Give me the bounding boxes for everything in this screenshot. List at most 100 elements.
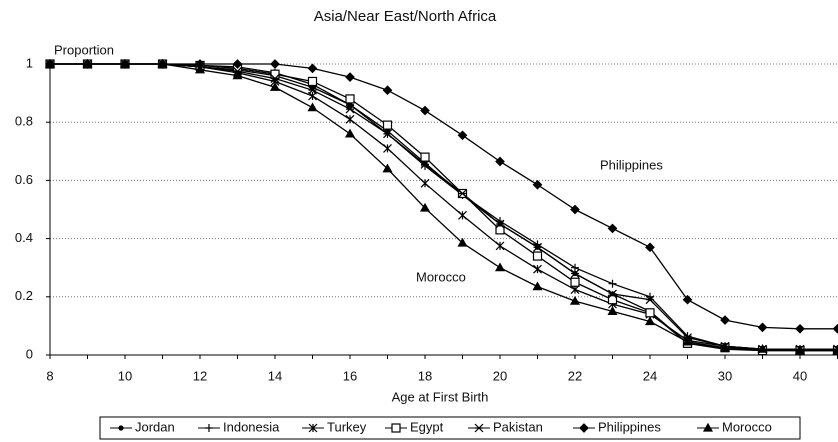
chart-title: Asia/Near East/North Africa: [314, 8, 497, 25]
x-tick-label: 24: [643, 368, 657, 383]
y-tick-label: 0.2: [15, 288, 33, 303]
data-point: [383, 129, 392, 139]
x-tick-label: 20: [493, 368, 507, 383]
data-point: [794, 345, 806, 355]
y-tick-label: 1: [26, 55, 33, 70]
data-point: [570, 277, 580, 287]
data-point: [270, 59, 280, 69]
legend-marker: [391, 423, 401, 433]
data-point: [344, 128, 356, 138]
x-tick-label: 10: [118, 368, 132, 383]
legend-marker: [579, 423, 589, 433]
series-line: [50, 63, 838, 350]
legend-marker: [118, 425, 124, 431]
data-point: [645, 295, 655, 305]
data-point: [571, 263, 579, 272]
data-point: [157, 58, 168, 68]
legend-label: Morocco: [722, 419, 772, 434]
series-line: [50, 63, 838, 352]
data-point: [269, 82, 281, 91]
data-point: [570, 285, 580, 294]
data-point: [607, 223, 618, 234]
data-point: [382, 85, 393, 96]
data-point: [608, 289, 617, 299]
data-point: [720, 315, 730, 325]
data-point: [682, 294, 693, 305]
data-point: [420, 152, 430, 162]
series-line: [50, 63, 838, 350]
data-point: [419, 202, 431, 212]
x-axis-label: Age at First Birth: [392, 389, 489, 404]
data-point: [607, 295, 618, 305]
data-point: [194, 64, 206, 74]
legend-label: Jordan: [135, 419, 175, 434]
legend-label: Turkey: [327, 419, 367, 434]
data-point: [345, 104, 355, 114]
x-tick-label: 12: [193, 368, 207, 383]
annotation: Morocco: [416, 269, 466, 284]
data-point: [345, 94, 355, 104]
data-point: [420, 159, 430, 169]
data-point: [420, 178, 430, 188]
data-point: [119, 58, 131, 68]
data-point: [757, 322, 768, 333]
legend-box: [99, 416, 801, 440]
data-point: [270, 74, 280, 83]
data-point: [533, 242, 542, 252]
data-point: [495, 241, 505, 251]
data-point: [382, 120, 393, 130]
data-point: [570, 269, 580, 278]
x-tick-label: 8: [46, 368, 53, 383]
data-point: [82, 58, 93, 68]
y-tick-label: 0.8: [15, 114, 33, 129]
legend-label: Egypt: [410, 419, 444, 434]
data-point: [420, 105, 430, 116]
data-point: [533, 264, 542, 274]
data-point: [232, 59, 243, 69]
legend-label: Indonesia: [223, 419, 280, 434]
data-point: [383, 143, 392, 153]
series-line: [50, 63, 838, 352]
y-tick-label: 0.4: [15, 230, 33, 245]
data-point: [682, 336, 693, 346]
data-point: [345, 72, 355, 82]
y-tick-label: 0: [26, 346, 33, 361]
data-point: [645, 308, 655, 318]
data-point: [832, 323, 838, 334]
legend-label: Philippines: [598, 419, 661, 434]
series-line: [50, 63, 838, 350]
data-point: [457, 130, 468, 141]
data-point: [307, 63, 318, 74]
data-point: [607, 306, 618, 315]
data-point: [570, 204, 580, 215]
data-point: [532, 179, 543, 190]
legend-marker: [474, 423, 484, 433]
series-line: [50, 63, 838, 330]
legend-label: Pakistan: [493, 419, 543, 434]
data-point: [458, 210, 467, 220]
data-point: [719, 342, 731, 352]
data-point: [645, 242, 655, 253]
x-tick-label: 18: [418, 368, 432, 383]
data-point: [644, 316, 656, 326]
data-point: [308, 85, 317, 95]
data-point: [795, 323, 805, 334]
data-point: [495, 219, 505, 229]
data-point: [569, 295, 581, 305]
x-tick-label: 22: [568, 368, 582, 383]
annotation: Philippines: [600, 157, 663, 172]
data-point: [44, 58, 56, 68]
data-point: [757, 343, 768, 353]
legend-marker: [308, 423, 318, 433]
data-point: [345, 114, 355, 124]
series-line: [50, 63, 838, 352]
y-axis-label: Proportion: [54, 42, 114, 57]
x-tick-label: 40: [793, 368, 807, 383]
data-point: [532, 251, 543, 261]
legend-marker: [702, 422, 714, 432]
data-point: [532, 281, 543, 291]
x-tick-label: 30: [718, 368, 732, 383]
data-point: [232, 70, 243, 80]
data-point: [382, 163, 393, 173]
